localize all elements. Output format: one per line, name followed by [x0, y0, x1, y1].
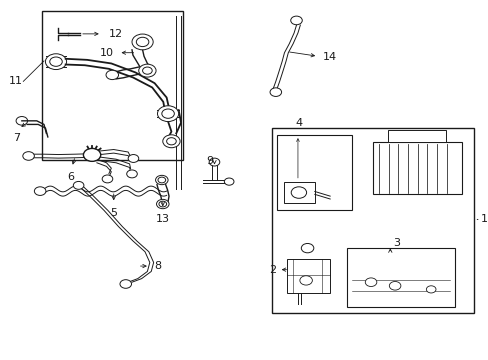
- Text: 1: 1: [480, 215, 487, 224]
- Circle shape: [269, 88, 281, 96]
- Circle shape: [155, 175, 168, 185]
- Text: 12: 12: [109, 29, 123, 39]
- Bar: [277, 135, 351, 211]
- Circle shape: [163, 135, 180, 148]
- Circle shape: [139, 64, 156, 77]
- Text: 11: 11: [8, 76, 22, 86]
- Circle shape: [83, 148, 101, 161]
- Text: 4: 4: [295, 118, 302, 128]
- Text: 10: 10: [100, 48, 114, 58]
- Circle shape: [426, 286, 435, 293]
- Circle shape: [102, 175, 113, 183]
- Circle shape: [128, 154, 139, 162]
- Circle shape: [157, 106, 178, 122]
- Circle shape: [158, 177, 165, 183]
- Bar: [373, 142, 462, 194]
- Circle shape: [136, 37, 148, 46]
- Circle shape: [365, 278, 376, 287]
- Circle shape: [120, 280, 131, 288]
- Text: 5: 5: [110, 208, 117, 218]
- Circle shape: [156, 199, 169, 209]
- Text: 2: 2: [268, 265, 276, 275]
- Circle shape: [132, 34, 153, 50]
- Bar: [387, 130, 445, 142]
- Text: 14: 14: [322, 52, 336, 62]
- Text: 8: 8: [154, 261, 162, 271]
- Circle shape: [16, 117, 28, 125]
- Circle shape: [45, 54, 66, 69]
- Bar: [272, 128, 473, 313]
- Circle shape: [162, 109, 174, 118]
- Circle shape: [209, 158, 219, 166]
- Circle shape: [290, 16, 302, 25]
- Circle shape: [106, 70, 118, 80]
- Circle shape: [34, 187, 46, 195]
- Circle shape: [166, 138, 176, 145]
- Text: 6: 6: [67, 172, 74, 182]
- Circle shape: [388, 282, 400, 290]
- Circle shape: [73, 181, 84, 189]
- Circle shape: [50, 57, 62, 66]
- Text: 7: 7: [13, 133, 20, 143]
- Circle shape: [159, 201, 166, 207]
- Text: 9: 9: [206, 156, 213, 166]
- Circle shape: [23, 152, 34, 160]
- Bar: [283, 182, 314, 203]
- Circle shape: [299, 276, 312, 285]
- Circle shape: [291, 187, 306, 198]
- Circle shape: [126, 170, 137, 178]
- Circle shape: [301, 243, 313, 253]
- Circle shape: [224, 178, 233, 185]
- Bar: [346, 248, 454, 307]
- Circle shape: [142, 67, 152, 74]
- Bar: [41, 12, 183, 160]
- Text: 13: 13: [156, 214, 169, 224]
- Bar: [286, 259, 329, 293]
- Text: 3: 3: [392, 238, 399, 248]
